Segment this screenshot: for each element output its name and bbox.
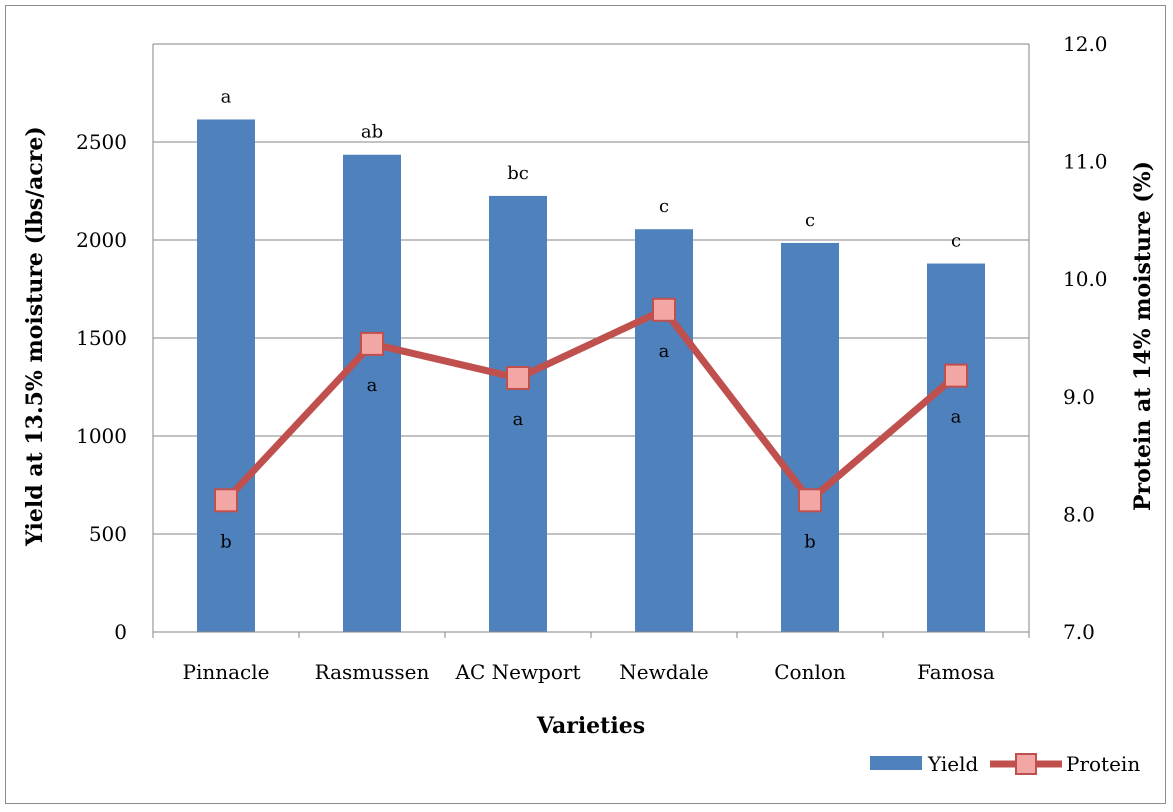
y2-tick-label: 11.0 [1063,150,1108,174]
legend-yield-swatch [870,756,922,770]
protein-marker [944,363,968,388]
protein-series-line [223,306,959,504]
y-tick-label: 1000 [76,424,127,448]
x-tick-label: AC Newport [455,660,581,684]
legend: Yield Protein [870,752,1140,776]
y2-tick-label: 8.0 [1063,502,1095,526]
x-tick-label: Newdale [619,660,708,684]
y-axis-ticks: 0 500 1000 1500 2000 2500 [76,130,127,644]
y-tick-label: 2500 [76,130,127,154]
protein-line [214,297,968,513]
protein-marker [798,488,822,513]
y2-axis-ticks: 7.0 8.0 9.0 10.0 11.0 12.0 [1063,32,1108,644]
bar-significance-label: ab [361,122,383,143]
bar-pinnacle [197,119,255,632]
y2-tick-label: 10.0 [1063,267,1108,291]
bar-significance-label: a [221,86,232,107]
y2-tick-label: 12.0 [1063,32,1108,56]
bar-ac-newport [489,195,547,632]
bar-conlon [781,242,839,632]
protein-significance-label: a [513,409,524,430]
legend-protein-label: Protein [1066,752,1140,776]
legend-yield-label: Yield [927,752,978,776]
x-tick-label: Pinnacle [183,660,270,684]
protein-significance-label: a [367,375,378,396]
y-tick-label: 2000 [76,228,127,252]
y-tick-label: 500 [89,522,127,546]
protein-marker [360,331,384,356]
y2-axis-title: Protein at 14% moisture (%) [1130,161,1156,511]
legend-protein-marker [1015,753,1037,775]
y-tick-label: 0 [114,620,127,644]
bar-famosa [927,263,985,632]
x-tick-label: Rasmussen [315,660,430,684]
y2-tick-label: 9.0 [1063,385,1095,409]
protein-marker [506,365,530,390]
bar-significance-label: c [805,210,815,231]
protein-significance-label: a [951,407,962,428]
bar-significance-label: bc [507,163,529,184]
y2-tick-label: 7.0 [1063,620,1095,644]
x-tick-label: Conlon [774,660,846,684]
bar-newdale [635,229,693,632]
yield-significance-labels: a ab bc c c c [221,86,961,251]
protein-significance-label: a [659,341,670,362]
yield-bars [197,119,985,633]
protein-significance-label: b [220,531,232,552]
bar-rasmussen [343,154,401,633]
x-axis-title: Varieties [536,713,645,739]
bar-significance-label: c [951,231,961,252]
x-axis-ticks: Pinnacle Rasmussen AC Newport Newdale Conlon… [183,660,995,684]
protein-significance-label: b [804,531,816,552]
x-tick-label: Famosa [917,660,995,684]
protein-marker [652,297,676,322]
protein-significance-labels: b a a a b a [220,341,961,553]
bar-significance-label: c [659,196,669,217]
axes [152,44,1030,638]
y-tick-label: 1500 [76,326,127,350]
protein-marker [214,488,238,513]
y-axis-title: Yield at 13.5% moisture (lbs/acre) [22,126,48,547]
gridlines [153,43,1029,535]
